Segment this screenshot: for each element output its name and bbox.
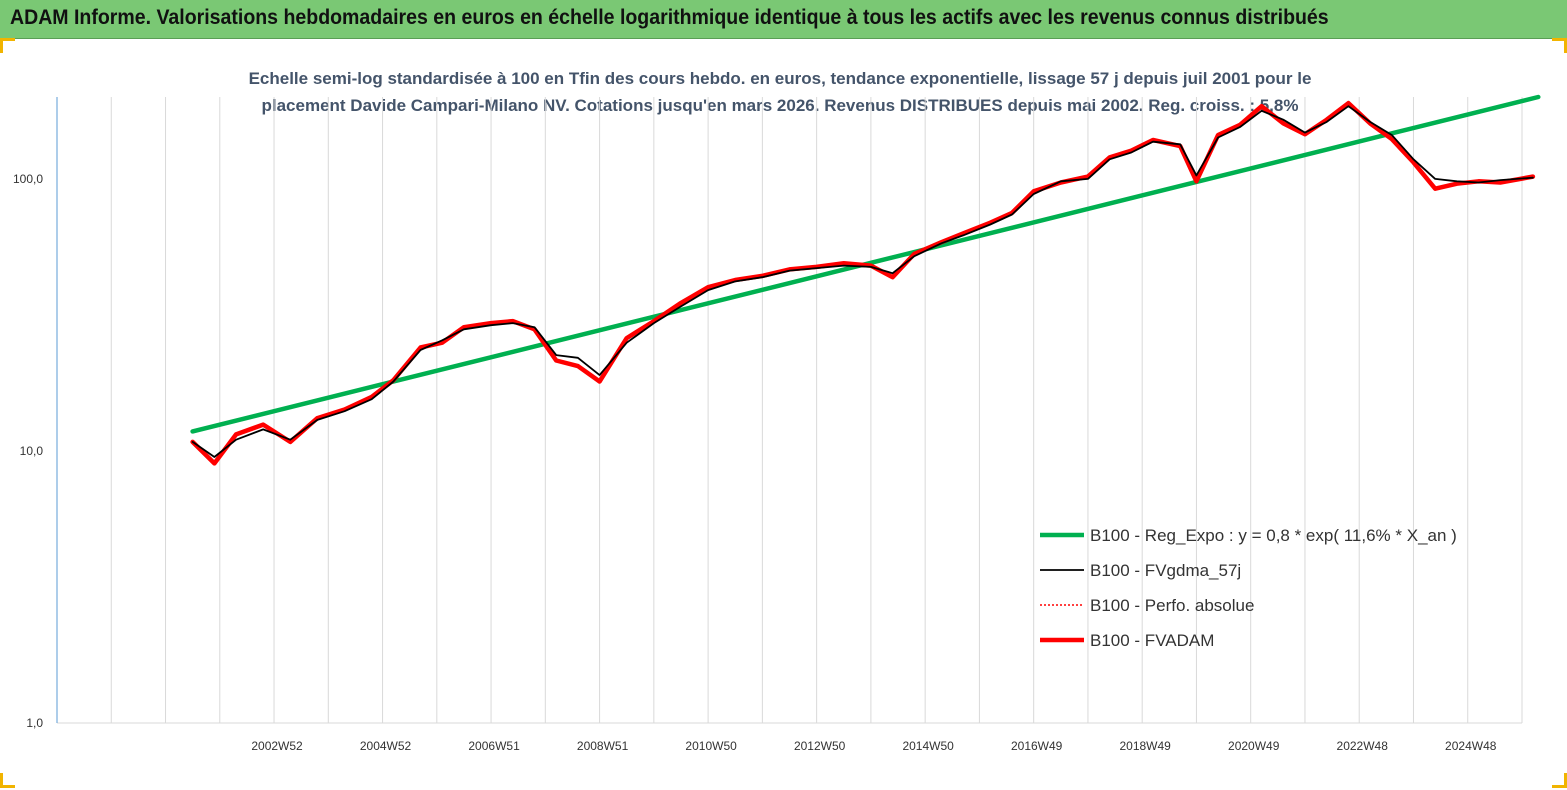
title-banner: ADAM Informe. Valorisations hebdomadaire…	[0, 0, 1567, 39]
y-axis-ticks: 1,0 10,0 100,0	[13, 172, 43, 730]
x-tick-label: 2002W52	[251, 739, 303, 753]
x-axis-ticks: 2002W52 2004W52 2006W51 2008W51 2010W50 2012W…	[251, 739, 1496, 753]
chart-title-line: Echelle semi-log standardisée à 100 en T…	[249, 69, 1312, 88]
legend: B100 - Reg_Expo : y = 0,8 * exp( 11,6% *…	[1040, 526, 1457, 650]
series-line-1	[191, 105, 1534, 458]
x-tick-label: 2012W50	[794, 739, 846, 753]
gridlines	[56, 97, 1523, 724]
y-tick-label: 10,0	[20, 444, 44, 458]
x-tick-label: 2014W50	[902, 739, 954, 753]
x-tick-label: 2008W51	[577, 739, 629, 753]
legend-label: B100 - FVADAM	[1090, 631, 1214, 650]
x-tick-label: 2016W49	[1011, 739, 1063, 753]
x-tick-label: 2024W48	[1445, 739, 1497, 753]
x-tick-label: 2004W52	[360, 739, 412, 753]
legend-label: B100 - FVgdma_57j	[1090, 561, 1241, 580]
chart-title-line: placement Davide Campari-Milano NV. Cota…	[262, 96, 1299, 115]
series-line-3	[190, 100, 1536, 466]
legend-label: B100 - Perfo. absolue	[1090, 596, 1254, 615]
corner-marker-top-left	[0, 38, 15, 53]
x-tick-label: 2020W49	[1228, 739, 1280, 753]
x-tick-label: 2022W48	[1337, 739, 1389, 753]
y-tick-label: 1,0	[26, 716, 43, 730]
x-tick-label: 2006W51	[468, 739, 520, 753]
y-tick-label: 100,0	[13, 172, 43, 186]
legend-label: B100 - Reg_Expo : y = 0,8 * exp( 11,6% *…	[1090, 526, 1457, 545]
x-tick-label: 2018W49	[1119, 739, 1171, 753]
x-tick-label: 2010W50	[685, 739, 737, 753]
corner-marker-bottom-right	[1552, 773, 1567, 788]
chart-title: Echelle semi-log standardisée à 100 en T…	[249, 69, 1312, 115]
series-lines	[190, 94, 1541, 466]
corner-marker-top-right	[1552, 38, 1567, 53]
banner-title: ADAM Informe. Valorisations hebdomadaire…	[10, 6, 1329, 29]
corner-marker-bottom-left	[0, 773, 15, 788]
